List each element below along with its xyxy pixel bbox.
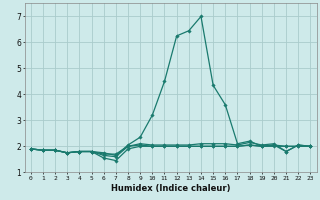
- X-axis label: Humidex (Indice chaleur): Humidex (Indice chaleur): [111, 184, 230, 193]
